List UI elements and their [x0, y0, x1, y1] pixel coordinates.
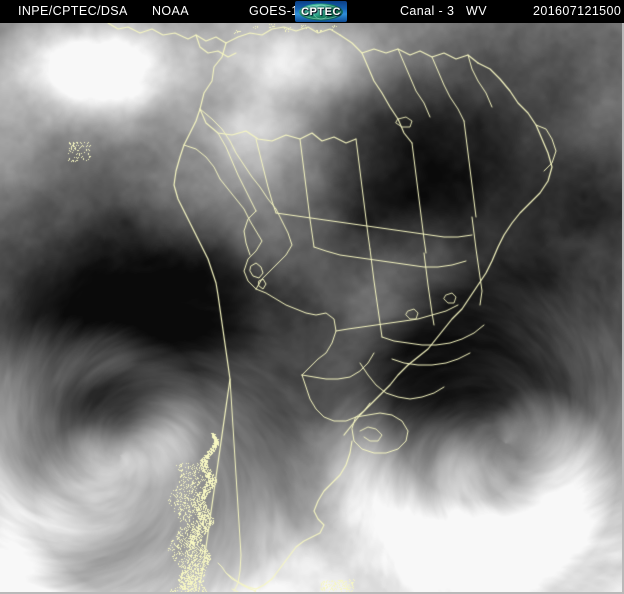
satellite-image-canvas: [0, 23, 624, 594]
image-frame-bottom-edge: [0, 592, 624, 594]
header-product-label: WV: [466, 4, 487, 18]
satellite-image: [0, 23, 624, 594]
image-frame-right-edge: [622, 23, 624, 594]
cptec-logo: CPTEC: [295, 1, 347, 22]
header-timestamp-label: 201607121500: [533, 4, 622, 18]
globe-meridian-icon: [313, 4, 329, 19]
header-bar: INPE/CPTEC/DSA NOAA GOES-13 Canal - 3 WV…: [0, 0, 624, 23]
header-channel-label: Canal - 3: [400, 4, 455, 18]
header-noaa-label: NOAA: [152, 4, 190, 18]
cptec-logo-text: CPTEC: [301, 5, 341, 18]
header-agency-label: INPE/CPTEC/DSA: [18, 4, 128, 18]
header-satellite-label: GOES-13: [249, 4, 306, 18]
